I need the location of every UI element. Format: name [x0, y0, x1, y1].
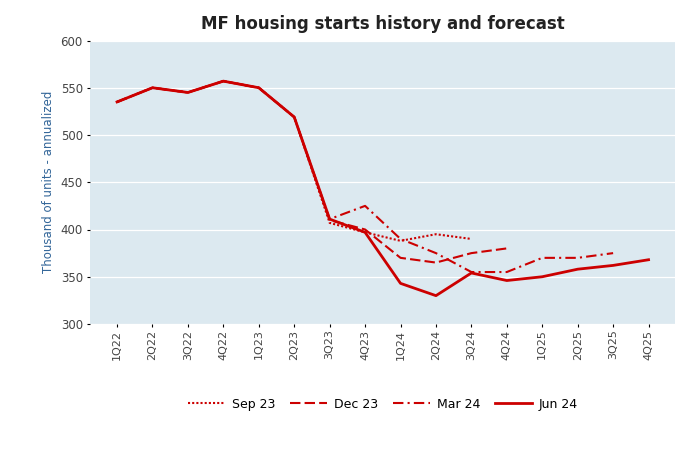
- Sep 23: [432, 231, 440, 237]
- Jun 24: [326, 216, 334, 222]
- Title: MF housing starts history and forecast: MF housing starts history and forecast: [201, 15, 564, 33]
- Mar 24: [184, 90, 192, 95]
- Sep 23: [113, 99, 121, 104]
- Mar 24: [326, 216, 334, 222]
- Dec 23: [113, 99, 121, 104]
- Mar 24: [503, 269, 511, 274]
- Mar 24: [574, 255, 582, 261]
- Sep 23: [290, 114, 299, 120]
- Jun 24: [184, 90, 192, 95]
- Dec 23: [290, 114, 299, 120]
- Dec 23: [503, 246, 511, 251]
- Line: Mar 24: Mar 24: [117, 81, 613, 272]
- Mar 24: [361, 203, 370, 209]
- Y-axis label: Thousand of units - annualized: Thousand of units - annualized: [42, 91, 55, 274]
- Dec 23: [396, 255, 404, 261]
- Mar 24: [432, 250, 440, 256]
- Mar 24: [396, 236, 404, 242]
- Jun 24: [396, 281, 404, 286]
- Sep 23: [467, 236, 475, 242]
- Jun 24: [503, 278, 511, 283]
- Mar 24: [290, 114, 299, 120]
- Sep 23: [148, 85, 157, 90]
- Jun 24: [113, 99, 121, 104]
- Dec 23: [184, 90, 192, 95]
- Sep 23: [361, 230, 370, 235]
- Sep 23: [219, 78, 228, 84]
- Mar 24: [609, 250, 617, 256]
- Jun 24: [467, 270, 475, 276]
- Jun 24: [644, 257, 653, 262]
- Jun 24: [574, 266, 582, 272]
- Jun 24: [609, 263, 617, 268]
- Sep 23: [326, 220, 334, 225]
- Dec 23: [432, 260, 440, 265]
- Line: Sep 23: Sep 23: [117, 81, 471, 241]
- Dec 23: [148, 85, 157, 90]
- Mar 24: [538, 255, 546, 261]
- Jun 24: [148, 85, 157, 90]
- Dec 23: [467, 250, 475, 256]
- Sep 23: [255, 85, 263, 90]
- Jun 24: [290, 114, 299, 120]
- Dec 23: [255, 85, 263, 90]
- Dec 23: [326, 217, 334, 223]
- Mar 24: [219, 78, 228, 84]
- Dec 23: [361, 227, 370, 232]
- Jun 24: [361, 230, 370, 235]
- Sep 23: [184, 90, 192, 95]
- Mar 24: [148, 85, 157, 90]
- Line: Dec 23: Dec 23: [117, 81, 507, 262]
- Dec 23: [219, 78, 228, 84]
- Jun 24: [432, 293, 440, 298]
- Mar 24: [467, 269, 475, 274]
- Mar 24: [113, 99, 121, 104]
- Jun 24: [219, 78, 228, 84]
- Sep 23: [396, 238, 404, 243]
- Jun 24: [538, 274, 546, 279]
- Line: Jun 24: Jun 24: [117, 81, 649, 296]
- Legend: Sep 23, Dec 23, Mar 24, Jun 24: Sep 23, Dec 23, Mar 24, Jun 24: [183, 392, 583, 416]
- Mar 24: [255, 85, 263, 90]
- Jun 24: [255, 85, 263, 90]
